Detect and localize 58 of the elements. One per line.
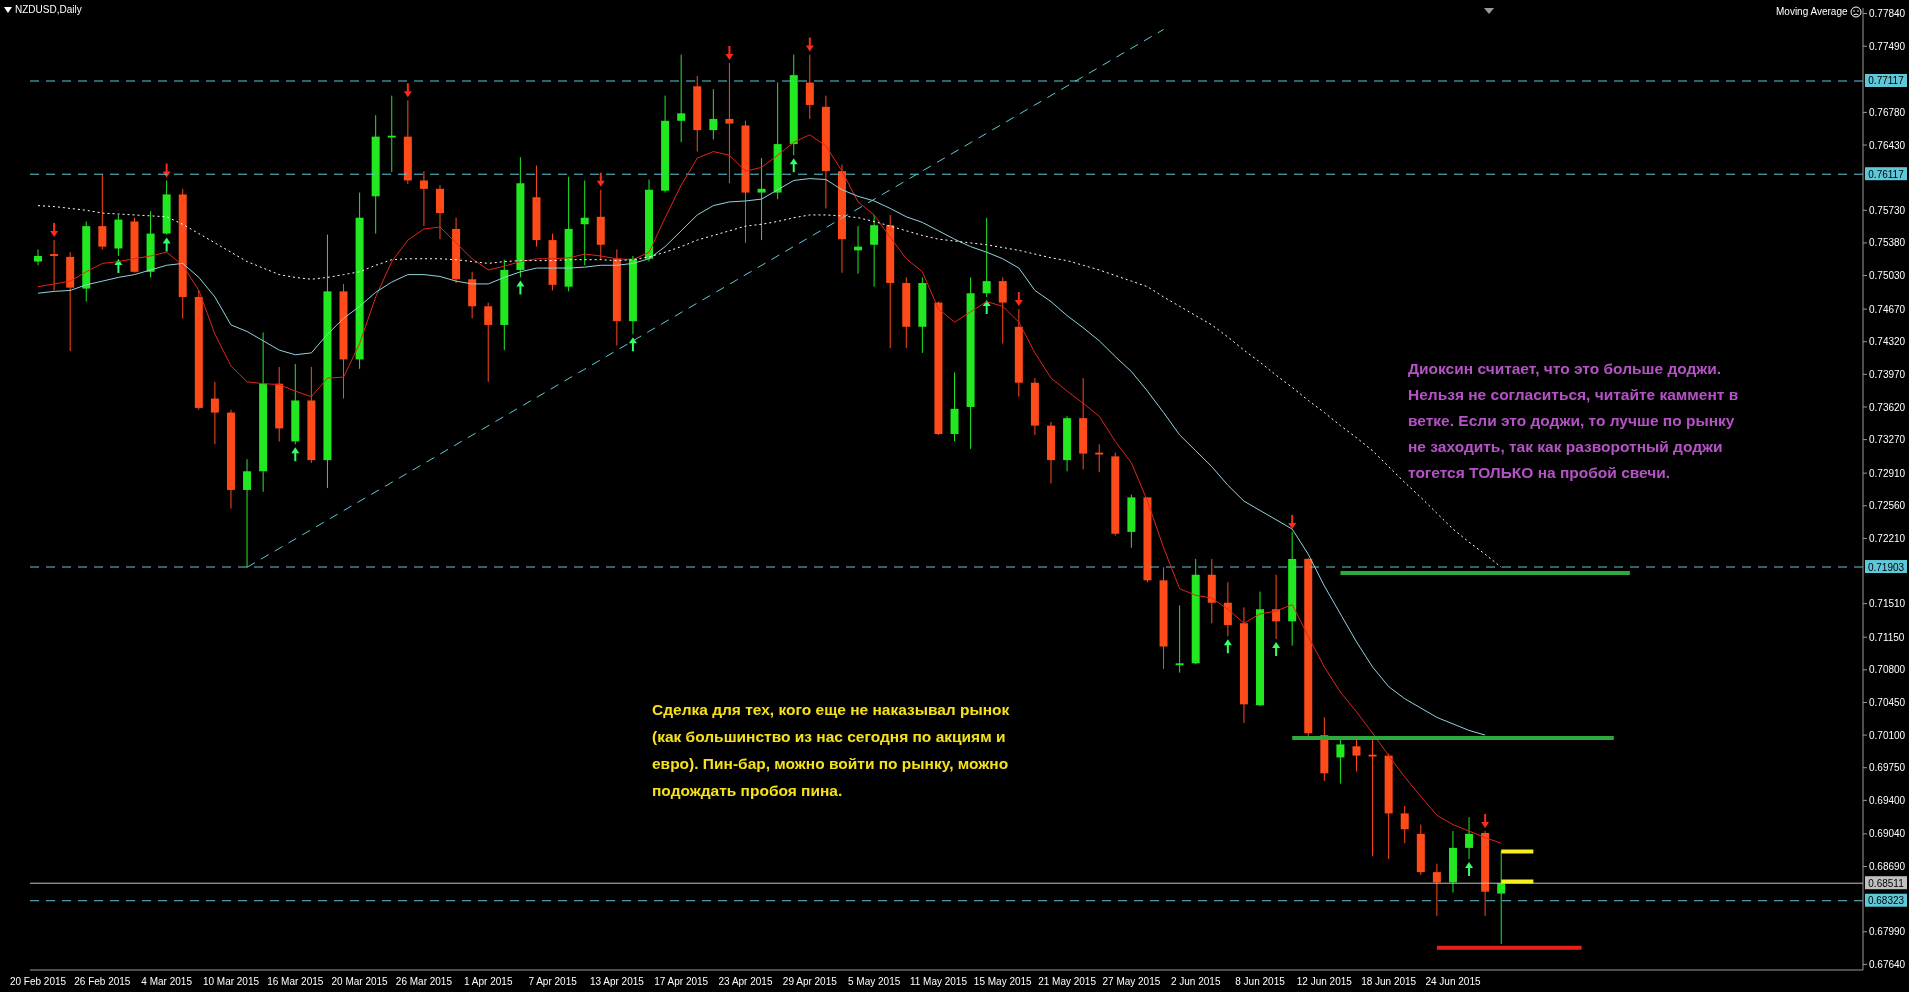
y-tick-label: 0.76780	[1869, 106, 1906, 118]
y-tick-label: 0.75730	[1869, 204, 1906, 216]
x-tick-label: 26 Mar 2015	[395, 976, 453, 988]
y-tick-label: 0.72210	[1869, 532, 1906, 544]
x-tick-label: 8 Jun 2015	[1235, 976, 1286, 988]
y-tick-label: 0.77490	[1869, 40, 1906, 52]
x-tick-label: 20 Feb 2015	[9, 976, 67, 988]
annotation: Moving Average	[1776, 6, 1849, 17]
y-tick-label: 0.67640	[1869, 958, 1906, 970]
y-tick-label: 0.73620	[1869, 401, 1906, 413]
ref-line-label: 0.76117	[1868, 168, 1905, 180]
y-tick-label: 0.67990	[1869, 926, 1906, 938]
x-tick-label: 16 Mar 2015	[267, 976, 324, 988]
y-tick-label: 0.69750	[1869, 762, 1906, 774]
x-tick-label: 13 Apr 2015	[589, 976, 645, 988]
y-tick-label: 0.75380	[1869, 237, 1906, 249]
annotation: Сделка для тех, кого еще не наказывал рынок (как большинство из нас сегодня по акциям и евро). Пин-бар, можно войти по рынку, можно подождать пробоя пина.	[652, 700, 1011, 801]
y-tick-label: 0.74320	[1869, 336, 1906, 348]
y-tick-label: 0.72560	[1869, 500, 1906, 512]
ref-line-label: 0.77117	[1868, 75, 1905, 87]
x-tick-label: 24 Jun 2015	[1425, 976, 1481, 988]
x-tick-label: 20 Mar 2015	[331, 976, 389, 988]
ref-line-label: 0.68511	[1868, 877, 1905, 889]
x-tick-label: 15 May 2015	[973, 976, 1033, 988]
y-tick-label: 0.73270	[1869, 434, 1906, 446]
y-tick-label: 0.77840	[1869, 8, 1906, 20]
y-tick-label: 0.74670	[1869, 303, 1906, 315]
chart-title: NZDUSD,Daily	[15, 4, 82, 15]
y-tick-label: 0.70450	[1869, 697, 1906, 709]
x-tick-label: 17 Apr 2015	[654, 976, 709, 988]
x-tick-label: 5 May 2015	[848, 976, 901, 988]
y-tick-label: 0.76430	[1869, 139, 1906, 151]
x-tick-label: 7 Apr 2015	[528, 976, 578, 988]
y-tick-label: 0.70800	[1869, 664, 1906, 676]
y-tick-label: 0.73970	[1869, 368, 1906, 380]
y-tick-label: 0.70100	[1869, 729, 1906, 741]
y-tick-label: 0.72910	[1869, 467, 1906, 479]
x-tick-label: 1 Apr 2015	[464, 976, 513, 988]
x-tick-label: 23 Apr 2015	[718, 976, 773, 988]
x-tick-label: 11 May 2015	[909, 976, 968, 988]
x-tick-label: 29 Apr 2015	[782, 976, 838, 988]
x-tick-label: 10 Mar 2015	[202, 976, 260, 988]
y-tick-label: 0.71150	[1869, 631, 1905, 643]
x-tick-label: 27 May 2015	[1102, 976, 1161, 988]
y-tick-label: 0.71510	[1869, 598, 1906, 610]
x-tick-label: 12 Jun 2015	[1296, 976, 1353, 988]
x-tick-label: 2 Jun 2015	[1170, 976, 1221, 988]
y-tick-label: 0.69400	[1869, 794, 1906, 806]
y-tick-label: 0.69040	[1869, 828, 1906, 840]
x-tick-label: 18 Jun 2015	[1361, 976, 1417, 988]
x-tick-label: 21 May 2015	[1038, 976, 1097, 988]
x-tick-label: 26 Feb 2015	[74, 976, 131, 988]
y-tick-label: 0.68690	[1869, 861, 1906, 873]
ref-line-label: 0.68323	[1867, 895, 1905, 907]
ref-line-label: 0.71903	[1867, 561, 1905, 573]
x-tick-label: 4 Mar 2015	[141, 976, 193, 988]
annotation: Диоксин считает, что это больше доджи. Нельзя не согласиться, читайте каммент в ветке. Если это доджи, то лучше по рынку не заходить, так как разворотный доджи тогется ТОЛЬКО на пробой свечи.	[1408, 359, 1740, 483]
y-tick-label: 0.75030	[1869, 270, 1906, 282]
